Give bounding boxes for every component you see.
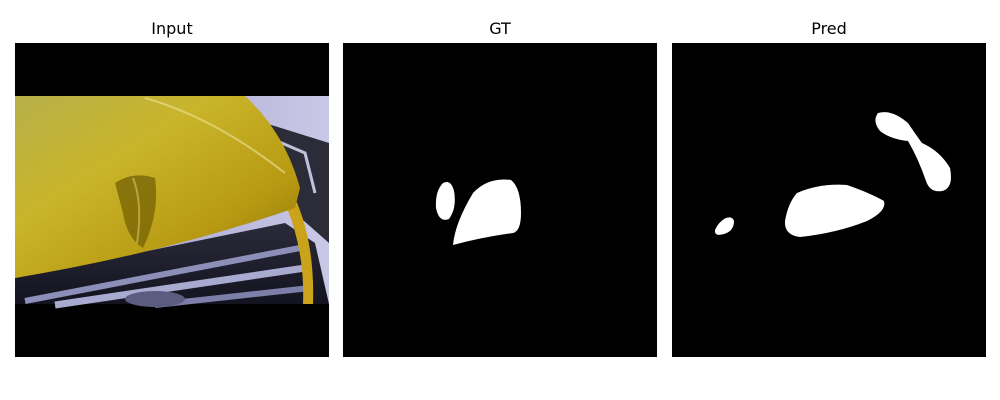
gt-mask	[435, 179, 521, 245]
gt-panel-title: GT	[489, 19, 511, 38]
pred-mask-region-top	[875, 112, 951, 192]
input-car-photo	[15, 96, 329, 309]
pred-mask-region-left	[714, 217, 734, 235]
pred-mask-region-center	[784, 184, 885, 237]
gt-mask-region-large	[453, 179, 521, 245]
gt-mask-region-small	[435, 182, 455, 220]
pred-panel-title: Pred	[811, 19, 847, 38]
pred-mask-panel	[672, 43, 986, 357]
input-image-panel	[15, 43, 329, 357]
input-panel-title: Input	[151, 19, 193, 38]
gt-mask-panel	[343, 43, 657, 357]
pred-mask	[714, 112, 951, 237]
